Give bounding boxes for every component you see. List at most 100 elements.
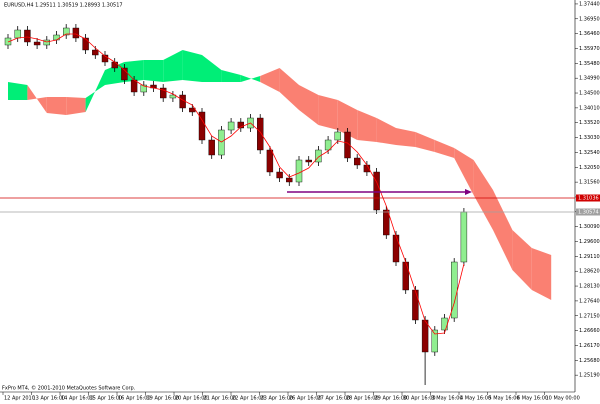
cloud-layer (8, 50, 552, 300)
candle-body (460, 211, 468, 263)
x-tick-label: 10 May 00:00 (546, 396, 580, 402)
y-tick-label: 1.26660 (579, 328, 600, 334)
cloud-segment (396, 128, 416, 147)
candle-body (82, 37, 89, 51)
candle-body (140, 84, 148, 93)
candle-body (14, 29, 21, 39)
candle-body (373, 171, 380, 211)
cloud-segment (434, 140, 455, 158)
candle-body (257, 117, 264, 151)
arrow-head (465, 189, 472, 195)
candle-body (315, 149, 322, 163)
y-tick-label: 1.29110 (579, 254, 600, 260)
candle-body (130, 79, 138, 93)
candle-body (63, 27, 70, 36)
cloud-segment (202, 55, 222, 82)
x-tick-label: 28 Apr 16:00 (346, 396, 379, 402)
candle-body (92, 49, 99, 56)
cloud-segment (357, 110, 377, 142)
candle-layer (4, 24, 468, 385)
candle-body (383, 209, 390, 236)
price-label-box (576, 194, 600, 202)
candle-body (218, 129, 225, 156)
x-tick-label: 16 Apr 16:00 (118, 396, 151, 402)
candle-body (24, 29, 31, 43)
candle-body (276, 171, 283, 179)
candle-body (4, 37, 12, 46)
y-tick-label: 1.28130 (579, 284, 600, 290)
cloud-segment (105, 62, 125, 85)
cloud-segment (493, 190, 513, 270)
cloud-segment (473, 160, 493, 230)
y-tick-label: 1.36950 (579, 16, 600, 22)
cloud-segment (124, 60, 144, 82)
y-tick-label: 1.26170 (579, 343, 600, 349)
candle-body (208, 139, 215, 156)
y-tick-label: 1.27150 (579, 313, 600, 319)
cloud-segment (260, 68, 280, 92)
x-tick-label: 14 Apr 16:00 (61, 396, 94, 402)
x-tick-label: 13 Apr 16:00 (33, 396, 66, 402)
cloud-segment (299, 85, 319, 125)
cloud-segment (46, 97, 67, 115)
chart-title: EURUSD,H4 1.29511 1.30519 1.28993 1.3051… (4, 3, 123, 9)
y-tick-label: 1.25190 (579, 373, 600, 379)
moving-average (7, 33, 465, 335)
y-tick-label: 1.34990 (579, 76, 600, 82)
x-tick-label: 19 Apr 16:00 (147, 396, 180, 402)
x-tick-label: 30 Apr 16:00 (403, 396, 436, 402)
cloud-segment (318, 95, 338, 130)
x-tick-label: 5 May 16:00 (489, 396, 520, 402)
y-tick-label: 1.31560 (579, 180, 600, 186)
cloud-segment (240, 75, 261, 82)
cloud-segment (337, 100, 358, 140)
cloud-segment (376, 118, 396, 145)
candle-body (169, 94, 177, 99)
candle-body (402, 261, 409, 291)
x-tick-label: 15 Apr 16:00 (90, 396, 123, 402)
y-tick-label: 1.33520 (579, 120, 600, 126)
cloud-segment (415, 132, 435, 152)
price-label-box (576, 208, 600, 216)
x-tick-label: 26 Apr 16:00 (289, 396, 322, 402)
x-tick-label: 27 Apr 16:00 (318, 396, 351, 402)
y-tick-label: 1.34010 (579, 105, 600, 111)
candle-body (159, 87, 167, 99)
cloud-segment (512, 230, 532, 290)
candle-body (305, 159, 312, 163)
candle-body (121, 67, 128, 81)
footer: FxPro MT4, © 2001-2010 MetaQuotes Softwa… (2, 385, 136, 392)
y-tick-label: 1.32050 (579, 165, 600, 171)
cloud-segment (454, 148, 474, 195)
y-tick-label: 1.32540 (579, 150, 600, 156)
candle-body (227, 121, 235, 131)
y-tick-label: 1.36460 (579, 31, 600, 37)
candle-body (198, 111, 206, 141)
candle-body (354, 157, 361, 166)
y-tick-label: 1.28620 (579, 269, 600, 275)
candle-body (72, 27, 80, 39)
y-tick-label: 1.35480 (579, 61, 600, 67)
x-tick-label: 6 May 16:00 (517, 396, 548, 402)
x-tick-label: 12 Apr 2010 (4, 396, 35, 402)
candle-body (286, 177, 293, 183)
cloud-segment (221, 70, 241, 82)
x-tick-label: 29 Apr 16:00 (375, 396, 408, 402)
candle-body (344, 131, 351, 159)
y-tick-label: 1.33030 (579, 135, 600, 141)
candle-body (431, 329, 438, 353)
x-tick-label: 22 Apr 16:00 (232, 396, 265, 402)
x-tick-label: 4 May 16:00 (460, 396, 491, 402)
candle-body (392, 234, 400, 263)
cloud-segment (279, 68, 299, 110)
candle-body (295, 159, 303, 183)
y-tick-label: 1.25680 (579, 358, 600, 364)
y-tick-label: 1.37440 (579, 1, 600, 7)
candle-body (237, 121, 245, 129)
candle-body (111, 61, 118, 69)
cloud-segment (66, 97, 86, 115)
candle-body (33, 41, 41, 46)
y-tick-label: 1.27640 (579, 298, 600, 304)
cloud-segment (143, 60, 164, 82)
